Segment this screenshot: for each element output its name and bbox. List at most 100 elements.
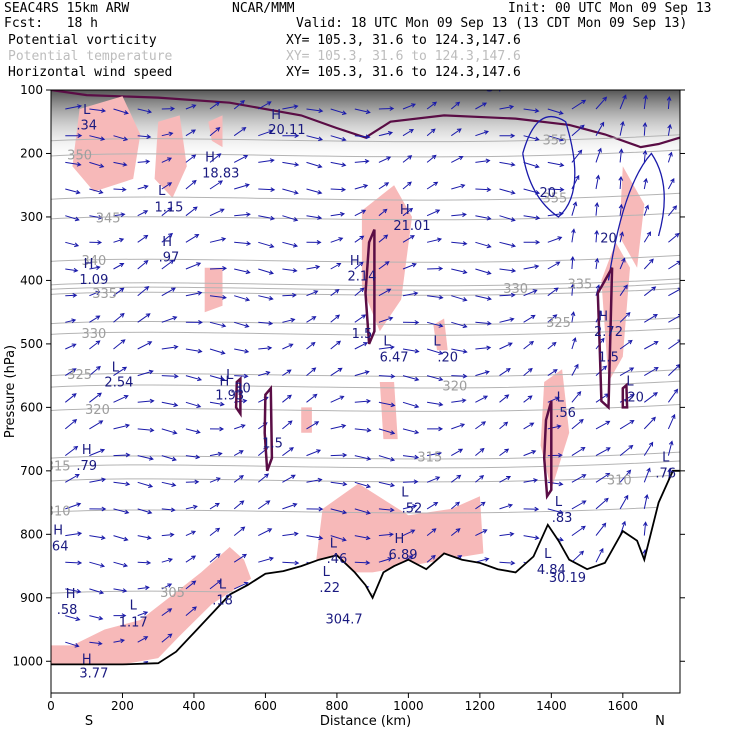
wind-vector xyxy=(523,161,540,169)
wind-vector xyxy=(209,127,221,137)
pv-label: .22 xyxy=(319,581,340,596)
wind-vector xyxy=(499,560,516,566)
wind-vector xyxy=(643,493,649,510)
pv-label: 1.5 xyxy=(262,437,283,452)
wind-vector xyxy=(89,448,106,457)
wind-vector xyxy=(89,315,101,323)
pv-label: H xyxy=(219,374,229,389)
wind-vector xyxy=(594,202,600,216)
wind-vector xyxy=(619,444,634,456)
wind-vector xyxy=(65,560,83,566)
x-axis-label: Distance (km) xyxy=(320,714,411,729)
wind-vector xyxy=(354,508,371,515)
pv-label: L xyxy=(323,565,331,580)
theta-contour xyxy=(51,369,680,377)
wind-vector xyxy=(137,234,149,243)
wind-vector xyxy=(65,343,77,350)
wind-vector xyxy=(595,497,609,510)
pv-label: L xyxy=(557,390,565,405)
wind-vector xyxy=(547,424,562,430)
pv-contour xyxy=(542,400,553,500)
theta-label: 305 xyxy=(160,586,185,601)
wind-vector xyxy=(234,268,251,275)
wind-vector xyxy=(523,422,535,430)
wind-vector xyxy=(378,401,396,408)
wind-vector xyxy=(378,481,396,488)
wind-vector xyxy=(426,321,444,328)
wind-vector xyxy=(499,394,510,403)
pv-label: .56 xyxy=(555,406,576,421)
wind-vector xyxy=(595,472,611,483)
wind-vector xyxy=(185,580,197,590)
wind-vector xyxy=(595,522,607,536)
wind-vector xyxy=(547,508,564,515)
wind-vector xyxy=(113,263,125,270)
pv-label: 4.84 xyxy=(537,563,566,578)
wind-vector xyxy=(547,314,558,323)
wind-vector xyxy=(185,290,203,297)
wind-vector xyxy=(258,187,276,192)
wind-vector xyxy=(306,316,317,323)
wind-vector xyxy=(209,451,223,457)
south-label: S xyxy=(85,714,93,729)
wind-vector xyxy=(475,130,489,137)
wind-vector xyxy=(113,508,130,515)
wind-vector xyxy=(402,529,416,537)
wind-vector xyxy=(667,440,674,456)
wind-vector xyxy=(113,395,129,403)
theta-contour xyxy=(51,451,680,460)
wind-vector xyxy=(595,447,611,457)
wind-vector xyxy=(523,135,540,142)
pv-label: 1.5 xyxy=(352,327,373,342)
wind-vector xyxy=(209,401,225,407)
wind-vector xyxy=(427,451,443,457)
pv-shade-region xyxy=(315,483,484,573)
wind-vector xyxy=(451,423,466,430)
theta-contour xyxy=(51,317,680,325)
axes: 100 200 300 400 500 600 700 800 900 1000 0 200 400 60… xyxy=(3,83,685,729)
y-tick-label: 200 xyxy=(20,146,43,160)
wind-vector xyxy=(330,187,347,192)
wind-vector xyxy=(65,104,83,110)
wind-vector xyxy=(619,419,635,430)
wind-vector xyxy=(113,561,129,568)
wind-vector xyxy=(595,96,608,110)
pv-shade-region xyxy=(51,547,252,665)
wind-vector xyxy=(161,633,173,643)
pv-label: .64 xyxy=(48,540,69,555)
wind-vector xyxy=(65,318,77,324)
pv-label: .20 xyxy=(623,390,644,405)
pv-label: L xyxy=(555,495,563,510)
wind-vector xyxy=(137,508,153,515)
wind-vector xyxy=(113,161,128,167)
wind-vector xyxy=(137,535,152,540)
wind-vector xyxy=(330,161,347,167)
terrain-fill xyxy=(51,470,680,693)
wind-vector xyxy=(643,177,648,190)
wind-vector xyxy=(330,237,344,243)
wind-vector xyxy=(65,531,83,537)
wind-vector xyxy=(137,184,149,190)
wind-vector xyxy=(282,394,292,403)
wind-vector xyxy=(354,398,372,404)
wind-vector xyxy=(644,366,659,377)
wind-vector xyxy=(499,161,516,167)
wind-vector xyxy=(330,367,343,377)
wind-vector xyxy=(161,507,176,513)
wind-vector xyxy=(354,287,365,297)
wind-vector xyxy=(113,613,127,618)
pv-label: 1.15 xyxy=(154,201,183,216)
wind-vector xyxy=(475,295,492,301)
wind-vector xyxy=(161,583,173,590)
theta-label: 325 xyxy=(67,368,92,383)
wind-vector xyxy=(89,392,102,403)
wind-vector xyxy=(89,240,103,245)
wind-vector xyxy=(113,638,126,644)
wind-vector xyxy=(378,106,395,111)
wind-vector xyxy=(523,239,541,245)
wind-vector xyxy=(499,268,517,273)
wind-vector xyxy=(306,506,324,512)
theta-contour xyxy=(51,380,680,389)
wind-vector xyxy=(354,427,372,433)
wind-vector xyxy=(475,529,488,537)
